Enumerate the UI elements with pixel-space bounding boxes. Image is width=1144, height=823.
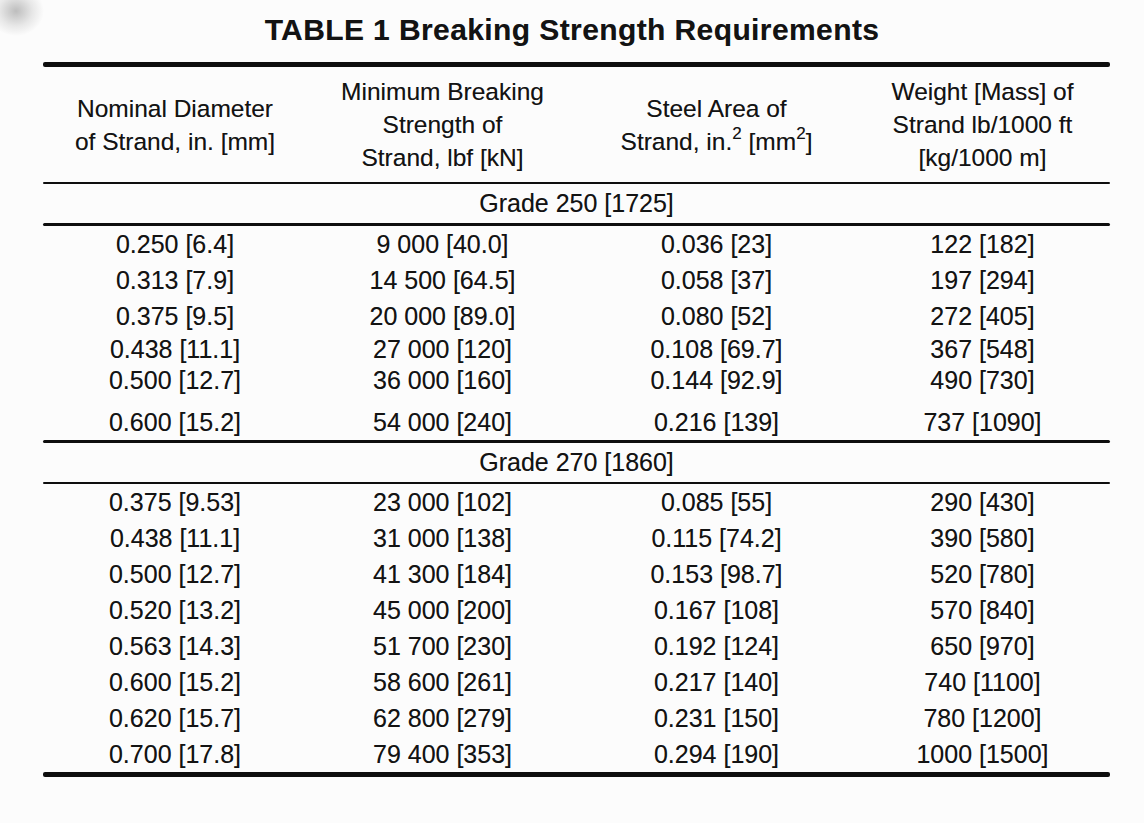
cell-diameter: 0.313 [7.9] xyxy=(43,262,307,298)
cell-breaking-strength: 31 000 [138] xyxy=(307,520,578,556)
cell-steel-area: 0.216 [139] xyxy=(578,404,855,440)
cell-weight: 1000 [1500] xyxy=(855,736,1110,772)
cell-breaking-strength: 27 000 [120] xyxy=(307,334,578,365)
table-row: 0.520 [13.2] 45 000 [200] 0.167 [108] 57… xyxy=(43,592,1110,628)
cell-steel-area: 0.192 [124] xyxy=(578,628,855,664)
cell-breaking-strength: 62 800 [279] xyxy=(307,700,578,736)
grade-270-rows: 0.375 [9.53] 23 000 [102] 0.085 [55] 290… xyxy=(43,484,1110,772)
cell-diameter: 0.375 [9.5] xyxy=(43,298,307,334)
table-row: 0.500 [12.7] 41 300 [184] 0.153 [98.7] 5… xyxy=(43,556,1110,592)
cell-steel-area: 0.294 [190] xyxy=(578,736,855,772)
table-row: 0.500 [12.7] 36 000 [160] 0.144 [92.9] 4… xyxy=(43,365,1110,396)
cell-diameter: 0.520 [13.2] xyxy=(43,592,307,628)
cell-breaking-strength: 45 000 [200] xyxy=(307,592,578,628)
column-header-weight: Weight [Mass] of Strand lb/1000 ft [kg/1… xyxy=(855,75,1110,174)
cell-weight: 197 [294] xyxy=(855,262,1110,298)
cell-steel-area: 0.108 [69.7] xyxy=(578,334,855,365)
document-page: TABLE 1 Breaking Strength Requirements N… xyxy=(0,0,1144,823)
table-row: 0.600 [15.2] 58 600 [261] 0.217 [140] 74… xyxy=(43,664,1110,700)
cell-breaking-strength: 51 700 [230] xyxy=(307,628,578,664)
cell-breaking-strength: 79 400 [353] xyxy=(307,736,578,772)
header-line: Strand lb/1000 ft xyxy=(855,108,1110,141)
table-row: 0.600 [15.2] 54 000 [240] 0.216 [139] 73… xyxy=(43,396,1110,440)
cell-weight: 740 [1100] xyxy=(855,664,1110,700)
table-title: TABLE 1 Breaking Strength Requirements xyxy=(0,13,1144,47)
column-header-breaking-strength: Minimum Breaking Strength of Strand, lbf… xyxy=(307,75,578,174)
cell-weight: 122 [182] xyxy=(855,226,1110,262)
cell-steel-area: 0.167 [108] xyxy=(578,592,855,628)
cell-weight: 390 [580] xyxy=(855,520,1110,556)
header-line: Strand, in.2 [mm2] xyxy=(578,125,855,158)
cell-weight: 272 [405] xyxy=(855,298,1110,334)
table-row: 0.250 [6.4] 9 000 [40.0] 0.036 [23] 122 … xyxy=(43,226,1110,262)
cell-breaking-strength: 20 000 [89.0] xyxy=(307,298,578,334)
cell-diameter: 0.500 [12.7] xyxy=(43,556,307,592)
cell-breaking-strength: 23 000 [102] xyxy=(307,484,578,520)
cell-diameter: 0.620 [15.7] xyxy=(43,700,307,736)
table-bottom-rule xyxy=(43,772,1110,777)
header-line: Strand, lbf [kN] xyxy=(307,141,578,174)
cell-steel-area: 0.115 [74.2] xyxy=(578,520,855,556)
superscript-2: 2 xyxy=(796,124,805,143)
cell-weight: 650 [970] xyxy=(855,628,1110,664)
cell-diameter: 0.600 [15.2] xyxy=(43,404,307,440)
cell-breaking-strength: 58 600 [261] xyxy=(307,664,578,700)
cell-steel-area: 0.144 [92.9] xyxy=(578,365,855,396)
cell-diameter: 0.250 [6.4] xyxy=(43,226,307,262)
cell-diameter: 0.438 [11.1] xyxy=(43,334,307,365)
cell-breaking-strength: 14 500 [64.5] xyxy=(307,262,578,298)
superscript-2: 2 xyxy=(732,124,741,143)
cell-weight: 290 [430] xyxy=(855,484,1110,520)
header-line: Minimum Breaking xyxy=(307,75,578,108)
header-line: Weight [Mass] of xyxy=(855,75,1110,108)
table-row: 0.375 [9.5] 20 000 [89.0] 0.080 [52] 272… xyxy=(43,298,1110,334)
cell-breaking-strength: 9 000 [40.0] xyxy=(307,226,578,262)
table-row: 0.620 [15.7] 62 800 [279] 0.231 [150] 78… xyxy=(43,700,1110,736)
cell-diameter: 0.500 [12.7] xyxy=(43,365,307,396)
cell-steel-area: 0.231 [150] xyxy=(578,700,855,736)
cell-diameter: 0.438 [11.1] xyxy=(43,520,307,556)
table-row: 0.313 [7.9] 14 500 [64.5] 0.058 [37] 197… xyxy=(43,262,1110,298)
column-header-steel-area: Steel Area of Strand, in.2 [mm2] xyxy=(578,92,855,158)
cell-diameter: 0.600 [15.2] xyxy=(43,664,307,700)
section-header-grade-250: Grade 250 [1725] xyxy=(43,184,1110,223)
breaking-strength-table: Nominal Diameter of Strand, in. [mm] Min… xyxy=(43,62,1110,777)
cell-diameter: 0.375 [9.53] xyxy=(43,484,307,520)
cell-steel-area: 0.058 [37] xyxy=(578,262,855,298)
cell-steel-area: 0.153 [98.7] xyxy=(578,556,855,592)
cell-diameter: 0.700 [17.8] xyxy=(43,736,307,772)
cell-weight: 520 [780] xyxy=(855,556,1110,592)
cell-breaking-strength: 36 000 [160] xyxy=(307,365,578,396)
cell-weight: 367 [548] xyxy=(855,334,1110,365)
cell-steel-area: 0.036 [23] xyxy=(578,226,855,262)
cell-weight: 490 [730] xyxy=(855,365,1110,396)
header-line: Nominal Diameter xyxy=(43,92,307,125)
header-line: Steel Area of xyxy=(578,92,855,125)
cell-steel-area: 0.217 [140] xyxy=(578,664,855,700)
table-row: 0.375 [9.53] 23 000 [102] 0.085 [55] 290… xyxy=(43,484,1110,520)
header-line: Strength of xyxy=(307,108,578,141)
cell-weight: 737 [1090] xyxy=(855,404,1110,440)
table-row: 0.438 [11.1] 31 000 [138] 0.115 [74.2] 3… xyxy=(43,520,1110,556)
grade-250-rows: 0.250 [6.4] 9 000 [40.0] 0.036 [23] 122 … xyxy=(43,226,1110,440)
header-line: [kg/1000 m] xyxy=(855,141,1110,174)
cell-weight: 780 [1200] xyxy=(855,700,1110,736)
table-header-row: Nominal Diameter of Strand, in. [mm] Min… xyxy=(43,67,1110,182)
cell-steel-area: 0.085 [55] xyxy=(578,484,855,520)
cell-diameter: 0.563 [14.3] xyxy=(43,628,307,664)
cell-weight: 570 [840] xyxy=(855,592,1110,628)
header-line: of Strand, in. [mm] xyxy=(43,125,307,158)
cell-breaking-strength: 41 300 [184] xyxy=(307,556,578,592)
table-row: 0.438 [11.1] 27 000 [120] 0.108 [69.7] 3… xyxy=(43,334,1110,365)
table-row: 0.700 [17.8] 79 400 [353] 0.294 [190] 10… xyxy=(43,736,1110,772)
cell-breaking-strength: 54 000 [240] xyxy=(307,404,578,440)
table-row: 0.563 [14.3] 51 700 [230] 0.192 [124] 65… xyxy=(43,628,1110,664)
section-header-grade-270: Grade 270 [1860] xyxy=(43,443,1110,482)
cell-steel-area: 0.080 [52] xyxy=(578,298,855,334)
column-header-nominal-diameter: Nominal Diameter of Strand, in. [mm] xyxy=(43,92,307,158)
